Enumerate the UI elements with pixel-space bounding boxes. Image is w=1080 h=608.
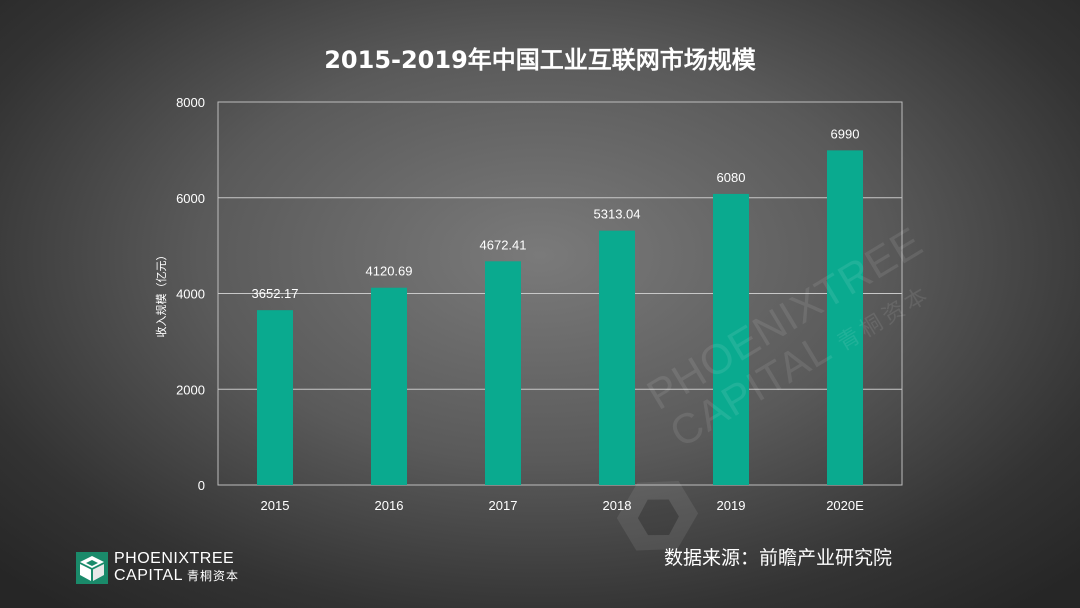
- x-tick-label: 2020E: [826, 498, 864, 513]
- x-tick-label: 2015: [261, 498, 290, 513]
- logo-line1: PHOENIXTREE: [114, 550, 235, 567]
- bar: [371, 287, 407, 485]
- bar: [713, 193, 749, 486]
- data-label: 5313.04: [594, 207, 641, 222]
- chart-title: 2015-2019年中国工业互联网市场规模: [324, 46, 756, 74]
- logo-line2: CAPITAL: [114, 567, 183, 584]
- bar: [257, 310, 293, 485]
- y-tick-label: 2000: [176, 382, 205, 397]
- data-label: 6990: [831, 126, 860, 141]
- data-label: 4120.69: [366, 264, 413, 279]
- logo-cn: 青桐资本: [187, 569, 240, 583]
- x-tick-label: 2017: [489, 498, 518, 513]
- x-tick-label: 2019: [717, 498, 746, 513]
- x-tick-label: 2018: [603, 498, 632, 513]
- y-tick-label: 0: [198, 478, 205, 493]
- y-tick-label: 8000: [176, 95, 205, 110]
- company-logo: PHOENIXTREE CAPITAL 青桐资本: [76, 550, 239, 585]
- data-label: 4672.41: [480, 237, 527, 252]
- data-source: 数据来源：前瞻产业研究院: [664, 547, 893, 569]
- data-label: 3652.17: [252, 286, 299, 301]
- bar: [827, 150, 863, 485]
- y-axis-label: 收入规模（亿元）: [154, 250, 168, 338]
- x-tick-label: 2016: [375, 498, 404, 513]
- bar: [485, 261, 521, 485]
- y-tick-label: 4000: [176, 287, 205, 302]
- phoenixtree-cube-icon: [76, 551, 108, 584]
- bar: [599, 230, 635, 485]
- data-label: 6080: [717, 170, 746, 185]
- y-tick-label: 6000: [176, 191, 205, 206]
